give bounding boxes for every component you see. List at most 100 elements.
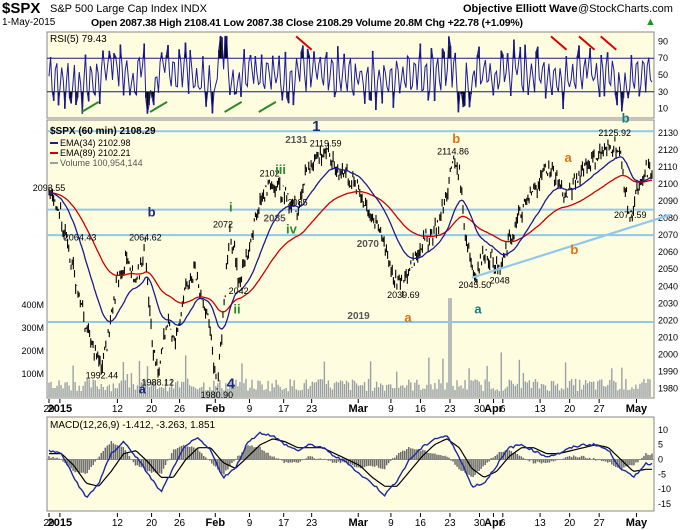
rsi-bullish-divergence-mark: [224, 101, 243, 113]
macd-title: MACD(12,26,9) -1.412, -3.263, 1.851: [50, 420, 216, 431]
date-tick-label: 12: [112, 404, 124, 415]
wave-label: b: [622, 111, 630, 126]
chart-ohlc: Open 2087.38 High 2108.41 Low 2087.38 Cl…: [91, 17, 523, 29]
price-tick-label: 2040: [658, 281, 678, 291]
wave-label: b: [452, 131, 460, 146]
date-tick-label: 17: [278, 404, 290, 415]
date-tick-label: 13: [535, 404, 547, 415]
rsi-bullish-divergence-mark: [81, 101, 100, 113]
price-tick-label: 2100: [658, 179, 678, 189]
price-tick-label: 2080: [658, 213, 678, 223]
price-annotation: 2072: [213, 220, 233, 230]
date-tick-label: 6: [500, 518, 506, 529]
ema34-line: [48, 156, 653, 330]
date-tick-label: 9: [247, 518, 253, 529]
date-tick-label: 16: [415, 404, 427, 415]
wave-label: a: [564, 150, 572, 165]
price-annotation: 2093.55: [33, 183, 66, 193]
rsi-title: RSI(5) 79.43: [50, 34, 107, 45]
date-tick-label: 27: [594, 404, 606, 415]
wave-label: a: [404, 310, 412, 325]
price-annotation: 1988.12: [142, 378, 175, 388]
price-annotation: 1980.90: [201, 390, 234, 400]
macd-tick-label: -10: [658, 484, 671, 494]
chart-credit: Objective Elliott Wave: [463, 3, 578, 15]
price-tick-label: 2130: [658, 128, 678, 138]
date-tick-label: 23: [306, 404, 318, 415]
date-tick-label: 16: [415, 518, 427, 529]
price-tick-label: 2090: [658, 196, 678, 206]
rsi-tick-label: 90: [658, 36, 668, 46]
horizontal-level-label: 2019: [347, 311, 370, 322]
price-annotation: 2114.86: [437, 147, 469, 157]
date-tick-label: 23: [444, 404, 456, 415]
macd-tick-label: -15: [658, 499, 671, 509]
rsi-bearish-divergence-mark: [578, 35, 596, 51]
macd-tick-label: -5: [658, 469, 666, 479]
wave-label: iv: [286, 221, 298, 236]
price-tick-label: 1980: [658, 383, 678, 393]
wave-label: ii: [233, 302, 240, 317]
macd-tick-label: 10: [658, 425, 668, 435]
date-tick-label: 30: [474, 518, 486, 529]
wave-label: 1: [312, 118, 320, 135]
legend-entry: Volume 100,954,144: [60, 158, 143, 168]
price-annotation: 2039.69: [387, 290, 420, 300]
price-annotation: 2085: [288, 198, 308, 208]
date-tick-label: 29: [43, 404, 55, 415]
date-tick-label: 17: [278, 518, 290, 529]
change-up-arrow: ▲: [645, 16, 656, 28]
date-tick-label: Apr: [484, 517, 504, 529]
volume-tick-label: 200M: [21, 346, 44, 356]
volume-tick-label: 300M: [21, 323, 44, 333]
date-tick-label: 20: [564, 404, 576, 415]
price-annotation: 2077.59: [614, 210, 647, 220]
volume-tick-label: 100M: [21, 369, 44, 379]
wave-label: 4: [227, 375, 236, 392]
rsi-tick-label: 70: [658, 53, 668, 63]
rsi-bearish-divergence-mark: [600, 35, 617, 51]
date-tick-label: Feb: [206, 517, 226, 529]
support-trendline: [471, 213, 671, 279]
price-tick-label: 2010: [658, 332, 678, 342]
horizontal-level-label: 2131: [285, 135, 308, 146]
price-panel: [46, 119, 655, 399]
rsi-bullish-divergence-mark: [149, 101, 168, 113]
price-tick-label: 2000: [658, 349, 678, 359]
rsi-line: [48, 35, 653, 114]
date-tick-label: 26: [174, 518, 186, 529]
rsi-bullish-divergence-mark: [258, 101, 277, 113]
price-annotation: 2042: [229, 286, 249, 296]
date-tick-label: 9: [388, 404, 394, 415]
rsi-tick-label: 50: [658, 70, 668, 80]
wave-label: i: [229, 199, 233, 214]
wave-label: b: [570, 242, 578, 257]
date-tick-label: 23: [444, 518, 456, 529]
date-tick-label: 29: [43, 518, 55, 529]
date-tick-label: Feb: [206, 403, 226, 415]
price-tick-label: 2030: [658, 298, 678, 308]
price-tick-label: 2120: [658, 145, 678, 155]
price-annotation: 1992.44: [86, 370, 119, 380]
date-tick-label: 12: [112, 518, 124, 529]
date-tick-label: 26: [174, 404, 186, 415]
price-tick-label: 2070: [658, 230, 678, 240]
date-tick-label: 6: [500, 404, 506, 415]
macd-line: [48, 431, 653, 499]
chart-symbol: $SPX: [2, 0, 41, 17]
chart-watermark: @StockCharts.com: [578, 3, 673, 15]
date-tick-label: 13: [535, 518, 547, 529]
date-tick-label: 20: [146, 518, 158, 529]
wave-label: a: [474, 302, 482, 317]
price-annotation: 2064.43: [64, 233, 97, 243]
wave-label: iii: [275, 162, 286, 177]
date-tick-label: Apr: [484, 403, 504, 415]
legend-entry: EMA(34) 2102.98: [60, 138, 131, 148]
chart-name: S&P 500 Large Cap Index INDX: [50, 3, 207, 15]
date-tick-label: 9: [247, 404, 253, 415]
horizontal-level-label: 2070: [357, 239, 380, 250]
wave-label: a: [139, 382, 147, 397]
rsi-tick-label: 10: [658, 104, 668, 114]
chart-date: 1-May-2015: [2, 17, 56, 28]
